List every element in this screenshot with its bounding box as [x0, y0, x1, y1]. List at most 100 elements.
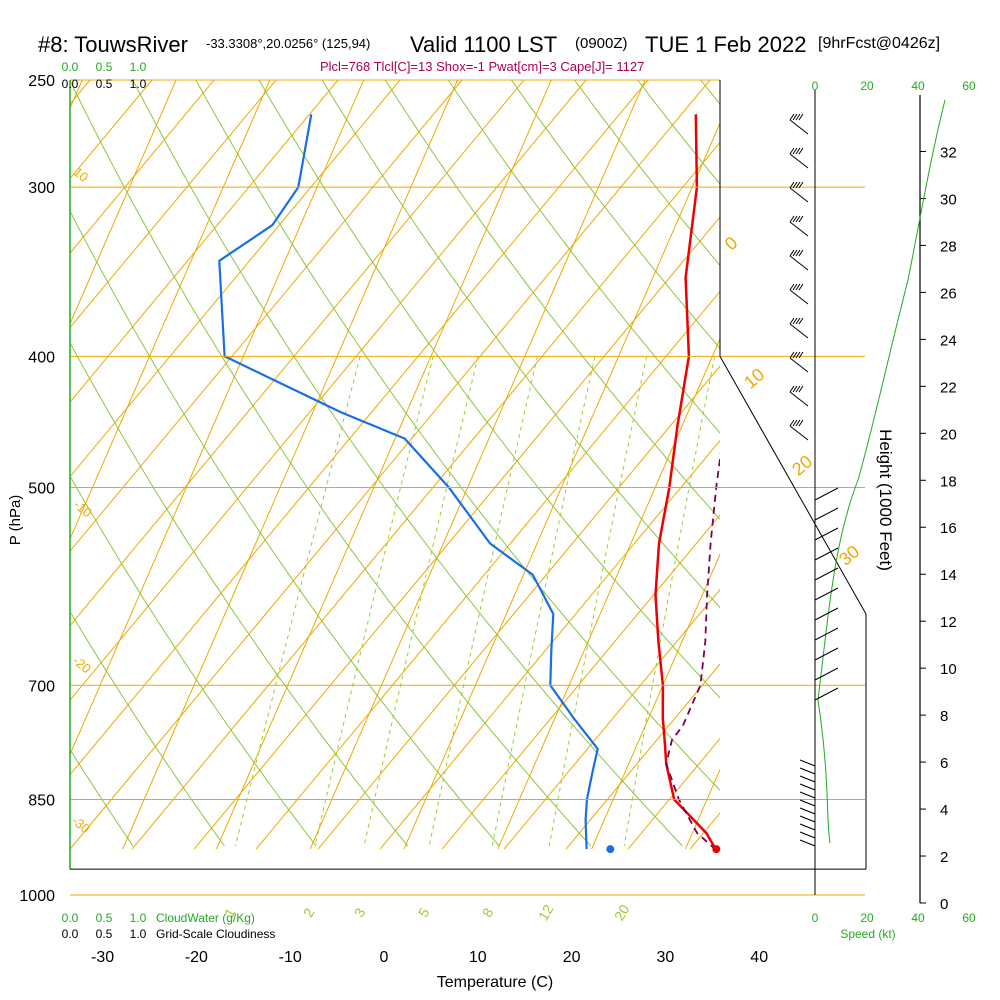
wind-barb [799, 839, 816, 847]
wind-barb [814, 627, 839, 641]
wind-barb [799, 775, 816, 783]
wind-barb [789, 323, 809, 339]
wind-barb-flag [798, 317, 804, 325]
dry-adiabat [195, 80, 720, 792]
height-tick-label: 2 [940, 849, 948, 866]
x-axis-label: Temperature (C) [437, 974, 553, 991]
wind-barb [814, 567, 839, 581]
station-title: #8: TouwsRiver [38, 32, 188, 57]
isotherm-diag [379, 439, 720, 850]
wind-barb-flag [792, 113, 798, 121]
temperature-tick-label: 30 [657, 949, 675, 966]
wind-barb-flag [789, 385, 795, 393]
dry-adiabat [70, 610, 225, 847]
wind-barb [814, 527, 839, 541]
temperature-tick-label: 10 [469, 949, 487, 966]
height-tick-label: 12 [940, 614, 957, 631]
isotherm-diag [193, 216, 720, 850]
wind-barb-flag [798, 249, 804, 257]
cloudiness-scale-label: 0.5 [96, 77, 113, 91]
dry-adiabat [70, 80, 592, 847]
dry-adiabat [447, 80, 720, 434]
isotherm-label: 20 [788, 451, 816, 479]
speed-label: Speed (kt) [840, 927, 895, 941]
wind-speed-line [817, 99, 946, 844]
speed-tick-label: 40 [911, 79, 925, 93]
wind-barb-flag [798, 113, 804, 121]
pressure-tick-label: 850 [28, 792, 55, 809]
dry-adiabat [132, 80, 683, 847]
series-parcel [665, 451, 720, 850]
mixing-ratio-label: 12 [535, 902, 557, 924]
wind-barb [789, 289, 809, 305]
isotherm-diag [70, 80, 277, 329]
isotherm-diag [70, 80, 649, 776]
temperature-tick-label: 0 [380, 949, 389, 966]
height-tick-label: 18 [940, 473, 957, 490]
cloudiness-scale-label: 1.0 [130, 77, 147, 91]
mixing-ratio-line [428, 356, 538, 847]
station-coords: -33.3308°,20.0256° (125,94) [206, 36, 370, 51]
temperature-tick-label: -20 [185, 949, 208, 966]
wind-barb-flag [792, 249, 798, 257]
height-tick-label: 0 [940, 896, 948, 913]
isotherm-line [122, 80, 458, 850]
mixing-ratio-label: 20 [611, 902, 633, 924]
height-tick-label: 22 [940, 379, 957, 396]
height-tick-label: 16 [940, 520, 957, 537]
wind-barb-flag [795, 113, 801, 121]
pressure-tick-label: 700 [28, 678, 55, 695]
dry-adiabat [70, 475, 317, 847]
wind-barb [789, 187, 809, 203]
wind-barb [799, 767, 816, 775]
wind-barb-flag [789, 147, 795, 155]
isotherm-label: 10 [740, 364, 768, 392]
dry-adiabat [258, 80, 720, 699]
wind-barb [789, 221, 809, 237]
height-tick-label: 14 [940, 567, 957, 584]
cloudiness-scale-label: 1.0 [130, 927, 147, 941]
speed-tick-label: 60 [962, 911, 976, 925]
pressure-tick-label: 300 [28, 180, 55, 197]
wind-barb-flag [798, 181, 804, 189]
dry-label: -20 [70, 653, 94, 677]
isotherm-line [70, 80, 271, 541]
wind-barb [789, 357, 809, 373]
wind-barb [789, 255, 809, 271]
pressure-tick-label: 400 [28, 349, 55, 366]
forecast-info: [9hrFcst@0426z] [818, 35, 940, 52]
utc-time: (0900Z) [575, 35, 628, 52]
cloudwater-scale-label: 1.0 [130, 911, 147, 925]
mixing-ratio-label: 2 [300, 905, 318, 920]
wind-barb-flag [795, 317, 801, 325]
dry-adiabat [70, 341, 409, 847]
wind-barb-flag [789, 181, 795, 189]
isotherm-diag [70, 80, 525, 627]
pressure-tick-label: 1000 [19, 888, 55, 905]
wind-barb-flag [789, 419, 795, 427]
temperature-tick-label: -30 [91, 949, 114, 966]
temperature-tick-label: -10 [279, 949, 302, 966]
wind-barb [814, 687, 839, 701]
right-boundary [719, 80, 867, 870]
height-tick-label: 4 [940, 802, 948, 819]
wind-barb-flag [789, 317, 795, 325]
mixing-ratio-line [314, 356, 434, 847]
series-temperature [654, 114, 718, 850]
height-tick-label: 26 [940, 285, 957, 302]
wind-barb-flag [792, 283, 798, 291]
wind-barb-flag [798, 385, 804, 393]
isotherm-line [497, 337, 720, 850]
wind-barb [814, 547, 839, 561]
isotherm-diag [70, 80, 463, 552]
isotherm-line [309, 80, 646, 850]
height-tick-label: 20 [940, 426, 957, 443]
dry-adiabat [321, 80, 720, 609]
wind-barb [814, 587, 839, 601]
isotherm-diag [70, 80, 401, 478]
isotherm-diag [565, 663, 720, 850]
wind-barb-flag [789, 283, 795, 291]
dry-label: -30 [69, 813, 93, 837]
wind-barb-flag [798, 419, 804, 427]
